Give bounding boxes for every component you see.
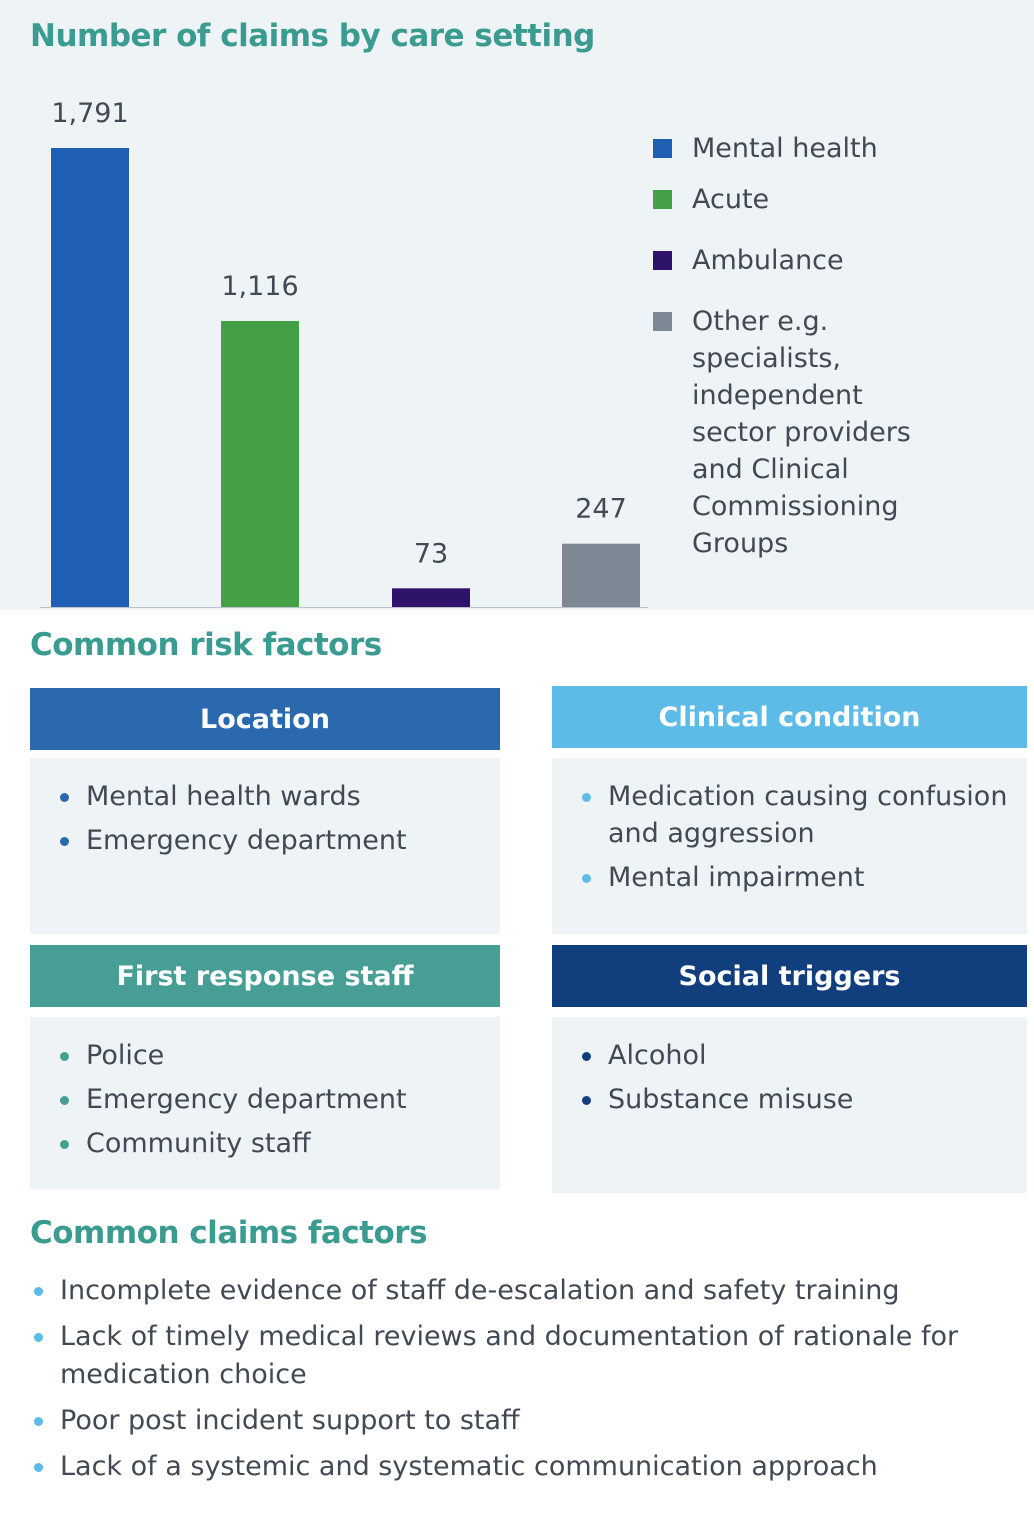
list-item-text: Community staff: [86, 1128, 311, 1159]
list-item-text: Police: [86, 1040, 165, 1071]
card-header-clinical-condition: Clinical condition: [552, 686, 1027, 748]
list-item: Poor post incident support to staff: [30, 1402, 1020, 1440]
legend-item-other: Other e.g. specialists, independent sect…: [653, 303, 943, 562]
list-item-text: Substance misuse: [608, 1084, 854, 1115]
legend-label: Mental health: [692, 133, 878, 164]
bullet-icon: [60, 837, 69, 846]
card-body-social-triggers: Alcohol Substance misuse: [552, 1017, 1027, 1193]
list-item-text: Incomplete evidence of staff de-escalati…: [60, 1275, 900, 1306]
list-item-text: Lack of timely medical reviews and docum…: [60, 1321, 959, 1390]
card-body-location: Mental health wards Emergency department: [30, 758, 500, 934]
data-label: 1,791: [51, 98, 128, 129]
list-item-text: Mental impairment: [608, 862, 865, 893]
card-header-location: Location: [30, 688, 500, 750]
bullet-icon: [60, 1052, 69, 1061]
bar: [221, 320, 299, 607]
legend-swatch: [653, 190, 672, 209]
bullet-icon: [582, 793, 591, 802]
claims-factors-heading: Common claims factors: [30, 1215, 428, 1251]
bar: [392, 588, 470, 607]
bullet-icon: [34, 1417, 43, 1426]
list-item-text: Alcohol: [608, 1040, 707, 1071]
list-item: Mental impairment: [578, 859, 1027, 896]
chart-legend: Mental health Acute Ambulance Other e.g.…: [653, 130, 953, 562]
legend-item-acute: Acute: [653, 181, 953, 218]
legend-item-ambulance: Ambulance: [653, 242, 953, 279]
list-item: Emergency department: [56, 822, 500, 859]
bullet-icon: [34, 1463, 43, 1472]
list-item: Substance misuse: [578, 1081, 1027, 1118]
risk-factor-list: Medication causing confusion and aggress…: [578, 778, 1027, 896]
bullet-icon: [60, 1096, 69, 1105]
risk-factor-list: Police Emergency department Community staf…: [56, 1037, 500, 1162]
legend-label: Ambulance: [692, 245, 844, 276]
card-body-clinical-condition: Medication causing confusion and aggress…: [552, 758, 1027, 934]
card-header-first-response-staff: First response staff: [30, 945, 500, 1007]
legend-swatch: [653, 312, 672, 331]
list-item-text: Medication causing confusion and aggress…: [608, 781, 1008, 849]
bullet-icon: [582, 1052, 591, 1061]
list-item: Emergency department: [56, 1081, 500, 1118]
risk-factor-list: Mental health wards Emergency department: [56, 778, 500, 859]
legend-item-mental-health: Mental health: [653, 130, 953, 167]
data-label: 73: [414, 538, 448, 569]
legend-label: Acute: [692, 184, 770, 215]
card-body-first-response-staff: Police Emergency department Community staf…: [30, 1017, 500, 1189]
list-item-text: Emergency department: [86, 1084, 407, 1115]
bullet-icon: [60, 793, 69, 802]
legend-swatch: [653, 251, 672, 270]
list-item-text: Mental health wards: [86, 781, 361, 812]
data-label: 247: [575, 494, 627, 525]
list-item: Lack of timely medical reviews and docum…: [30, 1318, 1020, 1394]
list-item: Mental health wards: [56, 778, 500, 815]
data-label: 1,116: [221, 271, 298, 302]
list-item: Alcohol: [578, 1037, 1027, 1074]
list-item: Community staff: [56, 1125, 500, 1162]
bar: [562, 543, 640, 607]
bullet-icon: [60, 1140, 69, 1149]
legend-label: Other e.g. specialists, independent sect…: [692, 306, 911, 559]
bar: [51, 148, 129, 607]
risk-factor-list: Alcohol Substance misuse: [578, 1037, 1027, 1118]
bullet-icon: [34, 1333, 43, 1342]
list-item-text: Lack of a systemic and systematic commun…: [60, 1451, 878, 1482]
bullet-icon: [34, 1287, 43, 1296]
claims-factors-list: Incomplete evidence of staff de-escalati…: [30, 1272, 1020, 1494]
list-item: Medication causing confusion and aggress…: [578, 778, 1027, 852]
list-item: Lack of a systemic and systematic commun…: [30, 1448, 1020, 1486]
list-item: Police: [56, 1037, 500, 1074]
list-item-text: Poor post incident support to staff: [60, 1405, 520, 1436]
risk-factors-heading: Common risk factors: [30, 627, 382, 663]
list-item: Incomplete evidence of staff de-escalati…: [30, 1272, 1020, 1310]
legend-swatch: [653, 139, 672, 158]
list-item-text: Emergency department: [86, 825, 407, 856]
chart-panel: [0, 0, 1034, 610]
bar-chart: 1,791 1,116 73 247: [40, 98, 648, 608]
chart-title: Number of claims by care setting: [30, 18, 595, 54]
bullet-icon: [582, 1096, 591, 1105]
card-header-social-triggers: Social triggers: [552, 945, 1027, 1007]
bullet-icon: [582, 874, 591, 883]
